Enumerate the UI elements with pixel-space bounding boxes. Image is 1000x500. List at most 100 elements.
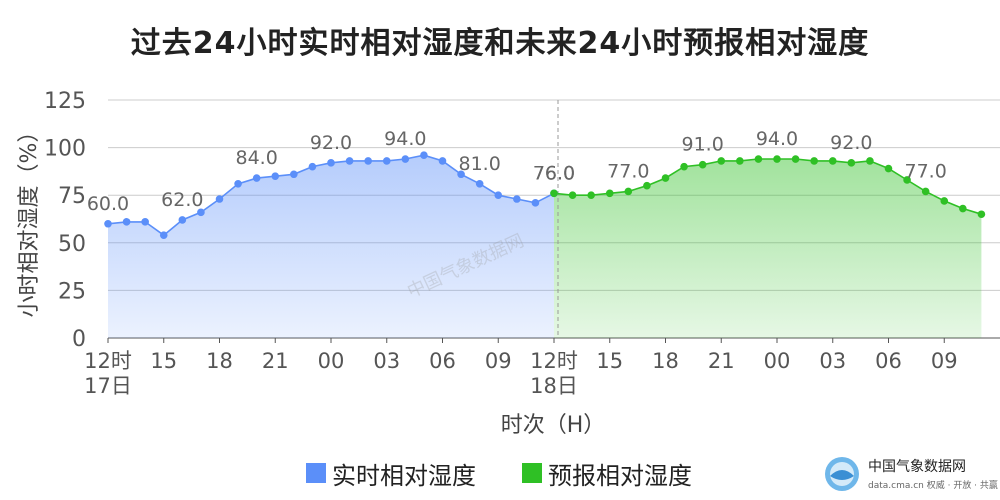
- data-label: 76.0: [533, 162, 575, 184]
- data-label: 60.0: [87, 193, 129, 215]
- data-label: 92.0: [310, 132, 352, 154]
- x-tick-label: 03: [819, 349, 846, 373]
- data-point[interactable]: [847, 159, 856, 167]
- legend-label-observed: 实时相对湿度: [332, 461, 476, 490]
- data-point[interactable]: [736, 157, 744, 165]
- data-point[interactable]: [884, 164, 893, 173]
- data-point[interactable]: [513, 195, 521, 203]
- data-label: 91.0: [682, 134, 724, 156]
- data-point[interactable]: [215, 195, 224, 203]
- data-point[interactable]: [866, 157, 874, 165]
- data-label: 77.0: [905, 160, 947, 182]
- data-point[interactable]: [345, 157, 354, 165]
- data-point[interactable]: [568, 191, 577, 199]
- data-point[interactable]: [141, 218, 149, 226]
- data-point[interactable]: [940, 197, 949, 205]
- data-point[interactable]: [122, 218, 131, 226]
- data-label: 77.0: [607, 160, 649, 182]
- data-point[interactable]: [643, 181, 651, 190]
- x-axis-label: 时次（H）: [501, 413, 606, 438]
- data-point[interactable]: [382, 157, 391, 165]
- data-label: 94.0: [384, 128, 426, 150]
- series-area-1: [554, 159, 982, 338]
- logo-subtitle: data.cma.cn 权威 · 开放 · 共赢: [868, 481, 998, 491]
- y-tick-label: 125: [44, 89, 86, 114]
- data-point[interactable]: [420, 151, 428, 160]
- data-point[interactable]: [234, 179, 242, 188]
- x-tick-label: 09: [485, 349, 512, 373]
- data-label: 92.0: [830, 132, 872, 154]
- x-tick-label: 15: [150, 349, 177, 373]
- data-point[interactable]: [197, 208, 205, 217]
- data-point[interactable]: [791, 155, 800, 163]
- data-point[interactable]: [494, 191, 503, 199]
- data-points: [104, 151, 986, 239]
- data-point[interactable]: [903, 176, 911, 184]
- data-label: 94.0: [756, 128, 798, 150]
- x-tick-label: 18: [652, 349, 679, 373]
- x-tick-label: 18: [206, 349, 233, 373]
- x-tick-label: 06: [875, 349, 902, 373]
- x-tick-label: 21: [262, 349, 289, 373]
- data-point[interactable]: [828, 157, 837, 165]
- x-tick-label: 00: [318, 349, 345, 373]
- data-point[interactable]: [977, 210, 986, 219]
- data-point[interactable]: [661, 174, 670, 182]
- data-point[interactable]: [457, 170, 465, 179]
- legend-swatch-forecast: [522, 463, 542, 483]
- y-tick-label: 25: [58, 279, 86, 304]
- data-point[interactable]: [773, 155, 781, 163]
- legend-label-forecast: 预报相对湿度: [548, 461, 692, 490]
- data-labels: 60.0 62.084.092.0 94.081.0 76.076.0 77.091.0…: [87, 128, 947, 215]
- y-tick-label: 0: [72, 327, 86, 352]
- x-tick-label: 09: [931, 349, 958, 373]
- data-point[interactable]: [605, 189, 614, 198]
- legend-item-forecast[interactable]: 预报相对湿度: [522, 459, 692, 490]
- data-point[interactable]: [550, 189, 558, 198]
- data-label: 81.0: [459, 153, 501, 175]
- data-point[interactable]: [308, 162, 317, 171]
- x-tick-label: 12时 17日: [84, 349, 132, 398]
- data-point[interactable]: [252, 174, 261, 182]
- data-point[interactable]: [921, 187, 930, 196]
- data-label: 62.0: [161, 189, 203, 211]
- legend-swatch-observed: [306, 463, 326, 483]
- y-axis-label: 小时相对湿度（%）: [17, 121, 42, 318]
- cma-logo-icon: [825, 457, 859, 491]
- data-point[interactable]: [754, 155, 763, 163]
- logo-title: 中国气象数据网: [868, 459, 966, 475]
- data-point[interactable]: [475, 179, 484, 188]
- data-point[interactable]: [401, 155, 410, 163]
- data-point[interactable]: [271, 172, 280, 180]
- data-point[interactable]: [587, 191, 595, 199]
- x-tick-label: 06: [429, 349, 456, 373]
- data-point[interactable]: [159, 231, 168, 239]
- data-point[interactable]: [531, 199, 540, 207]
- data-point[interactable]: [624, 187, 633, 196]
- data-point[interactable]: [104, 219, 112, 228]
- axes: 0 25 50 75 100 125 12时 17日 15 18 21 00 03 06 09 12时 18日 1…: [44, 89, 958, 398]
- data-point[interactable]: [959, 204, 967, 213]
- x-tick-label: 12时 18日: [530, 349, 578, 398]
- data-point[interactable]: [327, 159, 335, 167]
- data-label: 76.0: [533, 162, 575, 184]
- cma-logo: 中国气象数据网 data.cma.cn 权威 · 开放 · 共赢: [822, 454, 998, 494]
- chart-title: 过去24小时实时相对湿度和未来24小时预报相对湿度: [130, 26, 870, 61]
- data-point[interactable]: [438, 157, 447, 165]
- x-tick-label: 00: [764, 349, 791, 373]
- data-point[interactable]: [178, 216, 187, 224]
- x-tick-label: 15: [596, 349, 623, 373]
- data-point[interactable]: [810, 157, 818, 165]
- x-tick-label: 03: [373, 349, 400, 373]
- data-point[interactable]: [717, 157, 726, 165]
- data-label: 84.0: [236, 147, 278, 169]
- data-point[interactable]: [680, 162, 688, 171]
- data-point[interactable]: [364, 157, 372, 165]
- data-point[interactable]: [698, 160, 707, 169]
- legend-item-observed[interactable]: 实时相对湿度: [306, 459, 476, 490]
- data-point[interactable]: [290, 170, 298, 179]
- y-tick-label: 75: [58, 184, 86, 209]
- x-tick-label: 21: [708, 349, 735, 373]
- y-tick-label: 100: [44, 137, 86, 162]
